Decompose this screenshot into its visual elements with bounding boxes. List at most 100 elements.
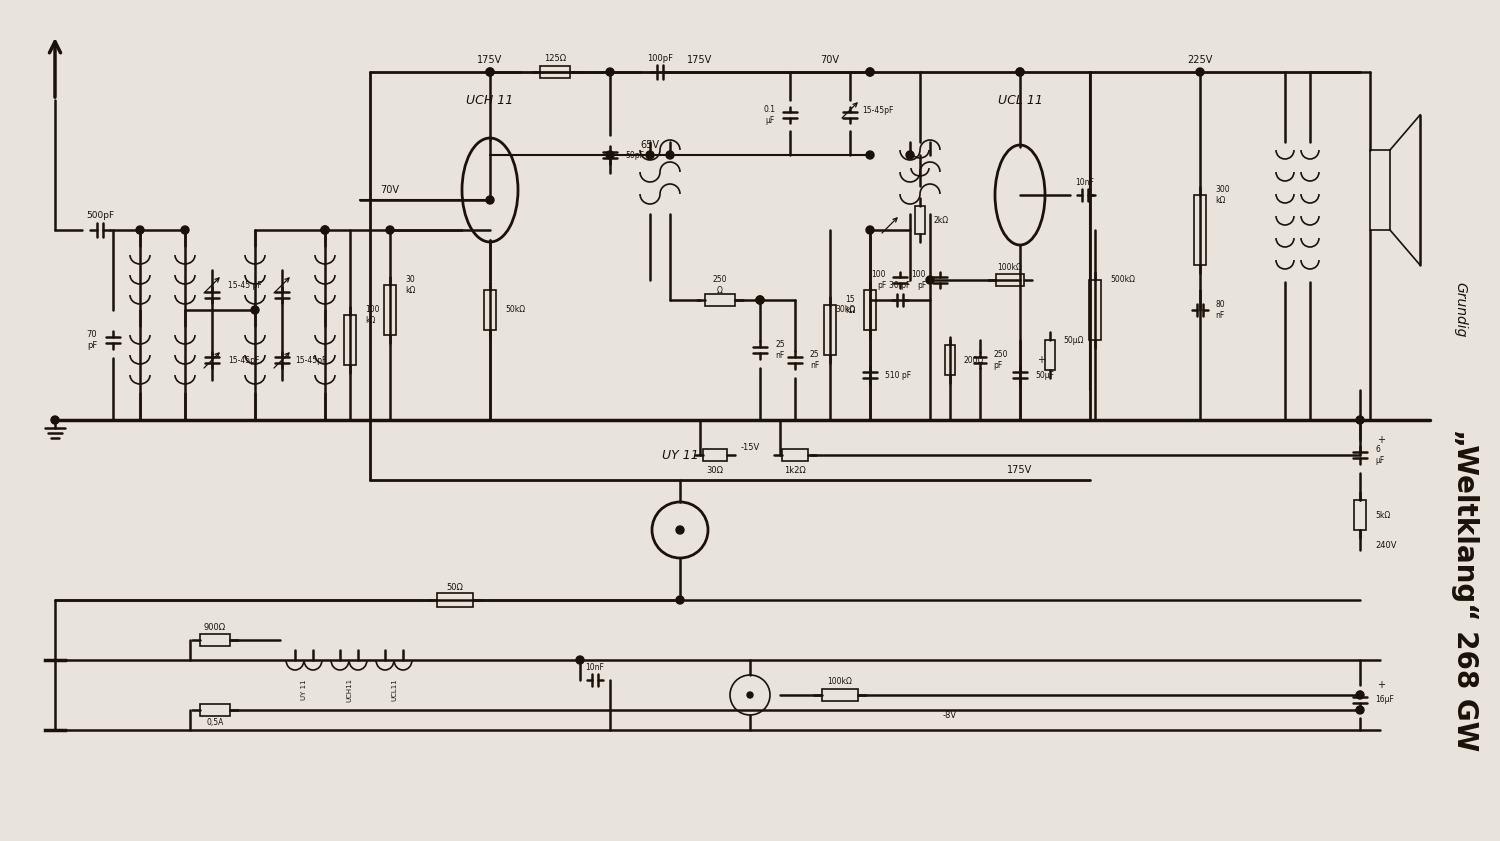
Circle shape: [1016, 68, 1025, 76]
Text: 510 pF: 510 pF: [885, 371, 910, 379]
Bar: [996, 274, 1024, 286]
Text: 80
nF: 80 nF: [1215, 300, 1224, 320]
Bar: [540, 66, 570, 78]
Circle shape: [182, 226, 189, 234]
Bar: [436, 593, 472, 607]
Text: 250
pF: 250 pF: [993, 351, 1008, 370]
Text: 50Ω: 50Ω: [447, 584, 464, 593]
Circle shape: [606, 151, 613, 159]
Text: 225V: 225V: [1188, 55, 1212, 65]
Text: „Weltklang“ 268 GW: „Weltklang“ 268 GW: [1450, 429, 1479, 751]
Circle shape: [321, 226, 328, 234]
Bar: [915, 206, 926, 234]
Text: 500pF: 500pF: [86, 210, 114, 220]
Text: 5kΩ: 5kΩ: [1376, 510, 1390, 520]
Text: 65V: 65V: [640, 140, 660, 150]
Text: 100kΩ: 100kΩ: [828, 678, 852, 686]
Text: 1k2Ω: 1k2Ω: [784, 466, 806, 474]
Circle shape: [1356, 706, 1364, 714]
Circle shape: [1356, 416, 1364, 424]
Text: 15-45pF: 15-45pF: [296, 356, 327, 364]
Circle shape: [926, 276, 934, 284]
Text: UY 11: UY 11: [662, 448, 699, 462]
Text: 175V: 175V: [1008, 465, 1032, 475]
Circle shape: [676, 596, 684, 604]
Bar: [1046, 340, 1054, 370]
Text: 50kΩ: 50kΩ: [506, 305, 525, 315]
Bar: [705, 294, 735, 306]
Text: UCH 11: UCH 11: [466, 93, 513, 107]
Text: 2kΩ: 2kΩ: [934, 215, 950, 225]
Circle shape: [906, 151, 914, 159]
Text: +: +: [1377, 435, 1384, 445]
Bar: [1370, 150, 1390, 230]
Text: 0.1
μF: 0.1 μF: [764, 105, 776, 124]
Circle shape: [576, 656, 584, 664]
Text: 100pF: 100pF: [646, 54, 674, 62]
Text: 240V: 240V: [1376, 541, 1396, 549]
Circle shape: [865, 226, 874, 234]
Circle shape: [1016, 68, 1025, 76]
Circle shape: [865, 151, 874, 159]
Text: 70V: 70V: [821, 55, 840, 65]
Text: 70
pF: 70 pF: [87, 331, 98, 350]
Text: 30kΩ: 30kΩ: [836, 305, 856, 315]
Text: 175V: 175V: [477, 55, 502, 65]
Bar: [344, 315, 355, 365]
Text: 100kΩ: 100kΩ: [998, 262, 1023, 272]
Circle shape: [756, 296, 764, 304]
Bar: [782, 449, 808, 461]
Text: 175V: 175V: [687, 55, 712, 65]
Text: 200Ω: 200Ω: [963, 356, 984, 364]
Text: 50pF: 50pF: [626, 151, 644, 160]
Circle shape: [666, 151, 674, 159]
Text: 50μΩ: 50μΩ: [1064, 336, 1083, 345]
Text: 15-45 pF: 15-45 pF: [228, 281, 261, 289]
Text: 500kΩ: 500kΩ: [1110, 276, 1136, 284]
Text: 30 pF: 30 pF: [890, 281, 910, 289]
Bar: [704, 449, 728, 461]
Text: UCL 11: UCL 11: [998, 93, 1042, 107]
Text: 15-45pF: 15-45pF: [862, 105, 894, 114]
Circle shape: [486, 68, 494, 76]
Text: 100
kΩ: 100 kΩ: [364, 305, 380, 325]
Bar: [822, 689, 858, 701]
Circle shape: [386, 226, 394, 234]
Circle shape: [747, 692, 753, 698]
Bar: [200, 634, 230, 646]
Text: 250
Ω: 250 Ω: [712, 275, 728, 294]
Circle shape: [486, 196, 494, 204]
Circle shape: [486, 68, 494, 76]
Text: 16μF: 16μF: [1376, 696, 1394, 705]
Text: 6
μF: 6 μF: [1376, 445, 1384, 465]
Text: 25
nF: 25 nF: [810, 351, 819, 370]
Bar: [484, 290, 496, 330]
Circle shape: [756, 296, 764, 304]
Bar: [824, 305, 836, 355]
Circle shape: [1196, 68, 1204, 76]
Circle shape: [676, 526, 684, 534]
Circle shape: [865, 68, 874, 76]
Bar: [945, 345, 956, 375]
Text: 15-45pF: 15-45pF: [228, 356, 260, 364]
Text: 100
pF: 100 pF: [912, 270, 926, 289]
Bar: [200, 704, 230, 716]
Text: 50μF: 50μF: [1035, 371, 1054, 379]
Circle shape: [1356, 691, 1364, 699]
Text: UCH11: UCH11: [346, 678, 352, 702]
Text: -15V: -15V: [741, 442, 759, 452]
Circle shape: [51, 416, 58, 424]
Circle shape: [251, 306, 260, 314]
Text: 30
kΩ: 30 kΩ: [405, 275, 416, 294]
Text: UCL11: UCL11: [392, 679, 398, 701]
Circle shape: [606, 68, 613, 76]
Circle shape: [321, 226, 328, 234]
Text: 15
kΩ: 15 kΩ: [844, 295, 855, 315]
Circle shape: [646, 151, 654, 159]
Bar: [384, 285, 396, 335]
Bar: [1354, 500, 1366, 530]
Text: +: +: [1377, 680, 1384, 690]
Text: 900Ω: 900Ω: [204, 623, 226, 632]
Bar: [1089, 280, 1101, 340]
Text: 10nF: 10nF: [585, 664, 604, 673]
